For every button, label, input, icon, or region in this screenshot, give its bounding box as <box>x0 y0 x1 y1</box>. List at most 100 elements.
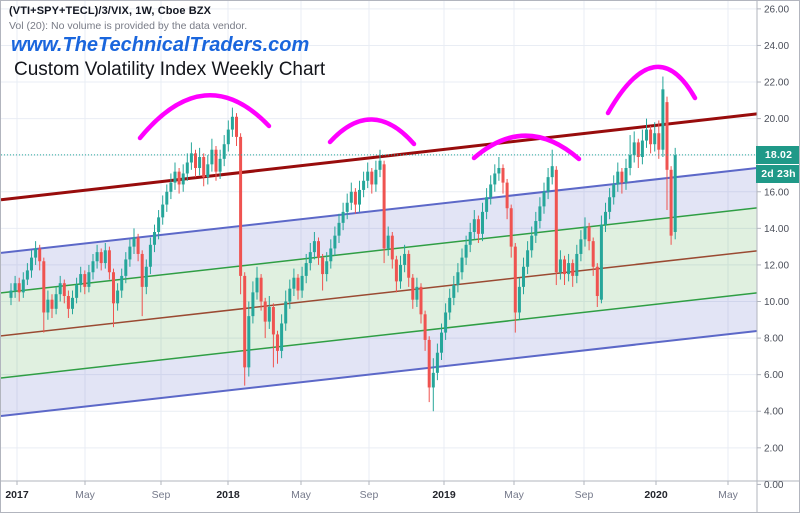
candle-body <box>13 283 17 291</box>
candle-body <box>427 339 431 388</box>
time-tick-label: 2018 <box>216 489 240 501</box>
candle-body <box>345 202 349 212</box>
candle-body <box>444 312 448 333</box>
candle-body <box>366 171 370 181</box>
candle-body <box>349 191 353 203</box>
candle-body <box>333 235 337 249</box>
candle-body <box>505 182 509 209</box>
candle-body <box>308 252 312 264</box>
candle-body <box>87 272 91 287</box>
candle-body <box>624 167 628 183</box>
candle-body <box>563 259 566 275</box>
candle-body <box>312 241 316 253</box>
candle-body <box>271 306 275 335</box>
candle-body <box>112 272 115 304</box>
candle-body <box>411 277 415 300</box>
candle-body <box>399 264 402 282</box>
candle-body <box>132 237 136 247</box>
candle-body <box>419 286 423 315</box>
time-tick-label: 2017 <box>5 489 29 501</box>
candle-body <box>161 204 165 218</box>
candle-body <box>280 323 284 351</box>
candle-body <box>509 208 513 247</box>
candle-body <box>620 171 624 183</box>
time-tick-label: May <box>504 489 525 501</box>
candle-body <box>128 246 132 260</box>
time-axis[interactable]: 2017 May Sep 2018 May Sep 2019 May Sep 2020 May <box>5 481 739 501</box>
candle-body <box>222 144 226 159</box>
candle-body <box>185 162 189 174</box>
candle-body <box>292 277 296 289</box>
candle-body <box>456 272 460 286</box>
candle-body <box>608 197 612 212</box>
candle-body <box>579 239 583 254</box>
price-tick-label: 20.00 <box>764 114 789 125</box>
candle-body <box>390 235 394 260</box>
candle-body <box>214 149 218 172</box>
candle-body <box>226 129 230 145</box>
candle-body <box>230 116 234 130</box>
candle-body <box>431 372 435 388</box>
candle-body <box>321 257 325 275</box>
candle-body <box>317 241 320 258</box>
candle-body <box>296 277 300 291</box>
candle-body <box>144 266 148 287</box>
arc-annotation <box>137 93 272 141</box>
candle-body <box>136 237 140 254</box>
candle-body <box>665 102 669 170</box>
price-tick-label: 26.00 <box>764 4 789 15</box>
candle-body <box>21 279 25 293</box>
candle-body <box>649 129 653 145</box>
candle-body <box>657 133 661 150</box>
candle-body <box>522 266 525 287</box>
candle-body <box>513 246 517 313</box>
candle-body <box>435 352 439 373</box>
candle-body <box>62 283 66 297</box>
candle-body <box>575 253 579 276</box>
candle-body <box>58 283 62 295</box>
candle-body <box>255 277 259 293</box>
candle-body <box>116 290 120 304</box>
candle-body <box>165 191 169 205</box>
candle-body <box>571 263 575 276</box>
candle-body <box>673 155 677 233</box>
resistance-trendline <box>1 112 757 202</box>
candle-body <box>99 252 103 264</box>
candle-body <box>34 248 38 258</box>
price-tick-label: 2.00 <box>764 443 784 454</box>
candle-body <box>9 290 13 298</box>
candle-body <box>591 241 595 267</box>
candle-body <box>497 167 501 174</box>
candle-body <box>329 248 333 262</box>
price-tick-label: 10.00 <box>764 297 789 308</box>
price-axis[interactable]: 26.0024.0022.0020.0018.0016.0014.0012.00… <box>757 4 789 491</box>
bar-countdown-label: 2d 23h <box>756 165 799 183</box>
candle-body <box>542 191 546 207</box>
candle-body <box>25 270 29 280</box>
channel-band-lower <box>1 292 757 417</box>
price-tick-label: 0.00 <box>764 480 784 491</box>
candle-body <box>452 285 456 298</box>
candle-body <box>239 136 243 276</box>
candle-body <box>378 160 382 170</box>
candle-body <box>423 314 427 340</box>
candle-body <box>189 153 193 163</box>
candle-body <box>177 171 181 185</box>
candle-body <box>304 263 308 276</box>
time-tick-label: May <box>291 489 312 501</box>
candle-body <box>534 221 538 236</box>
candle-body <box>263 301 267 322</box>
candle-body <box>353 191 357 205</box>
candle-body <box>235 116 238 137</box>
candle-body <box>476 219 480 234</box>
candle-body <box>259 277 263 302</box>
candle-body <box>95 252 99 262</box>
channel-line-outer_bottom <box>1 329 757 417</box>
candle-body <box>464 244 468 258</box>
candle-body <box>276 334 279 351</box>
candle-body <box>583 226 587 240</box>
candle-body <box>489 184 493 198</box>
candle-body <box>612 184 616 198</box>
time-tick-label: 2020 <box>644 489 668 501</box>
